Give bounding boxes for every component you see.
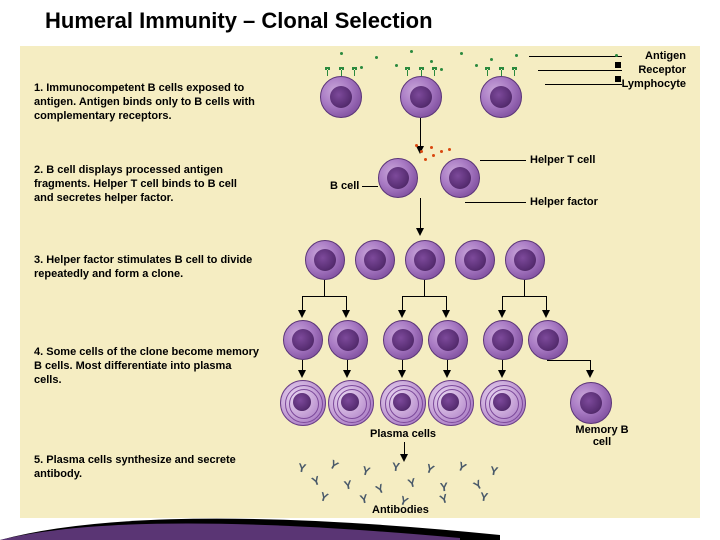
tree-line <box>302 296 346 297</box>
b-cell-icon <box>320 76 362 118</box>
leader-line <box>465 202 526 203</box>
tree-line <box>547 360 591 361</box>
b-cell-icon <box>480 76 522 118</box>
label-antibodies: Antibodies <box>372 504 429 516</box>
plasma-cell-icon <box>380 380 426 426</box>
leader-lymphocyte <box>545 84 622 85</box>
tree-line <box>424 280 425 296</box>
differentiating-cell-icon <box>528 320 568 360</box>
legend-bullet-icon <box>615 76 621 82</box>
plasma-cell-icon <box>480 380 526 426</box>
b-cell-icon <box>400 76 442 118</box>
leader-line <box>362 186 378 187</box>
label-receptor: Receptor <box>638 64 686 76</box>
legend-bullet-icon <box>615 54 618 57</box>
tree-line <box>402 296 446 297</box>
tree-line <box>524 280 525 296</box>
slide: Humeral Immunity – Clonal Selection 1. I… <box>0 0 720 540</box>
arrow-down-icon <box>398 370 406 378</box>
clone-cell-icon <box>355 240 395 280</box>
arrow-line <box>420 118 421 148</box>
leader-antigen <box>529 56 622 57</box>
label-helper-factor: Helper factor <box>530 196 598 208</box>
label-antigen: Antigen <box>645 50 686 62</box>
clone-cell-icon <box>405 240 445 280</box>
plasma-cell-icon <box>328 380 374 426</box>
label-helper-t: Helper T cell <box>530 154 595 166</box>
step-3-text: 3. Helper factor stimulates B cell to di… <box>34 254 259 282</box>
arrow-down-icon <box>542 310 550 318</box>
arrow-down-icon <box>343 370 351 378</box>
label-b-cell: B cell <box>330 180 359 192</box>
arrow-down-icon <box>298 370 306 378</box>
memory-b-cell-icon <box>570 382 612 424</box>
diagram-panel: 1. Immunocompetent B cells exposed to an… <box>20 46 700 518</box>
leader-receptor <box>538 70 622 71</box>
clone-cell-icon <box>305 240 345 280</box>
differentiating-cell-icon <box>328 320 368 360</box>
label-lymphocyte: Lymphocyte <box>622 78 686 90</box>
arrow-line <box>420 198 421 230</box>
page-title: Humeral Immunity – Clonal Selection <box>45 8 433 34</box>
step-1-text: 1. Immunocompetent B cells exposed to an… <box>34 82 259 123</box>
tree-line <box>324 280 325 296</box>
arrow-down-icon <box>442 310 450 318</box>
step-5-text: 5. Plasma cells synthesize and secrete a… <box>34 454 259 482</box>
differentiating-cell-icon <box>383 320 423 360</box>
arrow-down-icon <box>443 370 451 378</box>
arrow-down-icon <box>298 310 306 318</box>
arrow-down-icon <box>400 454 408 462</box>
b-cell-icon <box>378 158 418 198</box>
plasma-cell-icon <box>280 380 326 426</box>
plasma-cell-icon <box>428 380 474 426</box>
differentiating-cell-icon <box>283 320 323 360</box>
arrow-down-icon <box>586 370 594 378</box>
clone-cell-icon <box>505 240 545 280</box>
label-plasma-cells: Plasma cells <box>370 428 436 440</box>
tree-line <box>502 296 546 297</box>
label-memory-b: Memory B cell <box>572 424 632 448</box>
arrow-down-icon <box>342 310 350 318</box>
legend-bullet-icon <box>615 62 621 68</box>
differentiating-cell-icon <box>483 320 523 360</box>
step-4-text: 4. Some cells of the clone become memory… <box>34 346 259 387</box>
helper-t-cell-icon <box>440 158 480 198</box>
leader-line <box>480 160 526 161</box>
clone-cell-icon <box>455 240 495 280</box>
step-2-text: 2. B cell displays processed antigen fra… <box>34 164 259 205</box>
arrow-down-icon <box>498 370 506 378</box>
differentiating-cell-icon <box>428 320 468 360</box>
arrow-down-icon <box>498 310 506 318</box>
arrow-down-icon <box>398 310 406 318</box>
arrow-down-icon <box>416 228 424 236</box>
